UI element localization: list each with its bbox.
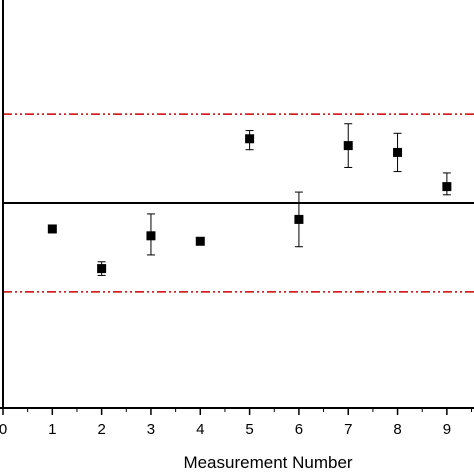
- data-markers: [47, 123, 452, 276]
- data-point: [245, 134, 255, 144]
- x-tick-label: 1: [48, 421, 56, 438]
- x-tick-label: 3: [147, 421, 155, 438]
- data-point: [393, 147, 403, 157]
- data-point: [442, 182, 452, 192]
- x-tick-label: 8: [393, 421, 401, 438]
- data-point: [195, 236, 205, 246]
- data-point: [146, 231, 156, 241]
- x-axis-title: Measurement Number: [183, 453, 352, 472]
- x-axis-ticks: 0 1 2 3 4 5 6 7 8 9: [0, 408, 473, 438]
- data-point: [47, 224, 57, 234]
- x-tick-label: 6: [295, 421, 303, 438]
- x-tick-label: 5: [245, 421, 253, 438]
- x-tick-label: 7: [344, 421, 352, 438]
- x-tick-label: 9: [443, 421, 451, 438]
- data-point: [294, 214, 304, 224]
- reference-lines: [3, 113, 474, 293]
- x-tick-label: 2: [97, 421, 105, 438]
- plot-frame: [0, 0, 474, 409]
- data-point: [97, 264, 107, 274]
- x-tick-label: 4: [196, 421, 204, 438]
- data-point: [343, 141, 353, 151]
- x-tick-label: 0: [0, 421, 7, 438]
